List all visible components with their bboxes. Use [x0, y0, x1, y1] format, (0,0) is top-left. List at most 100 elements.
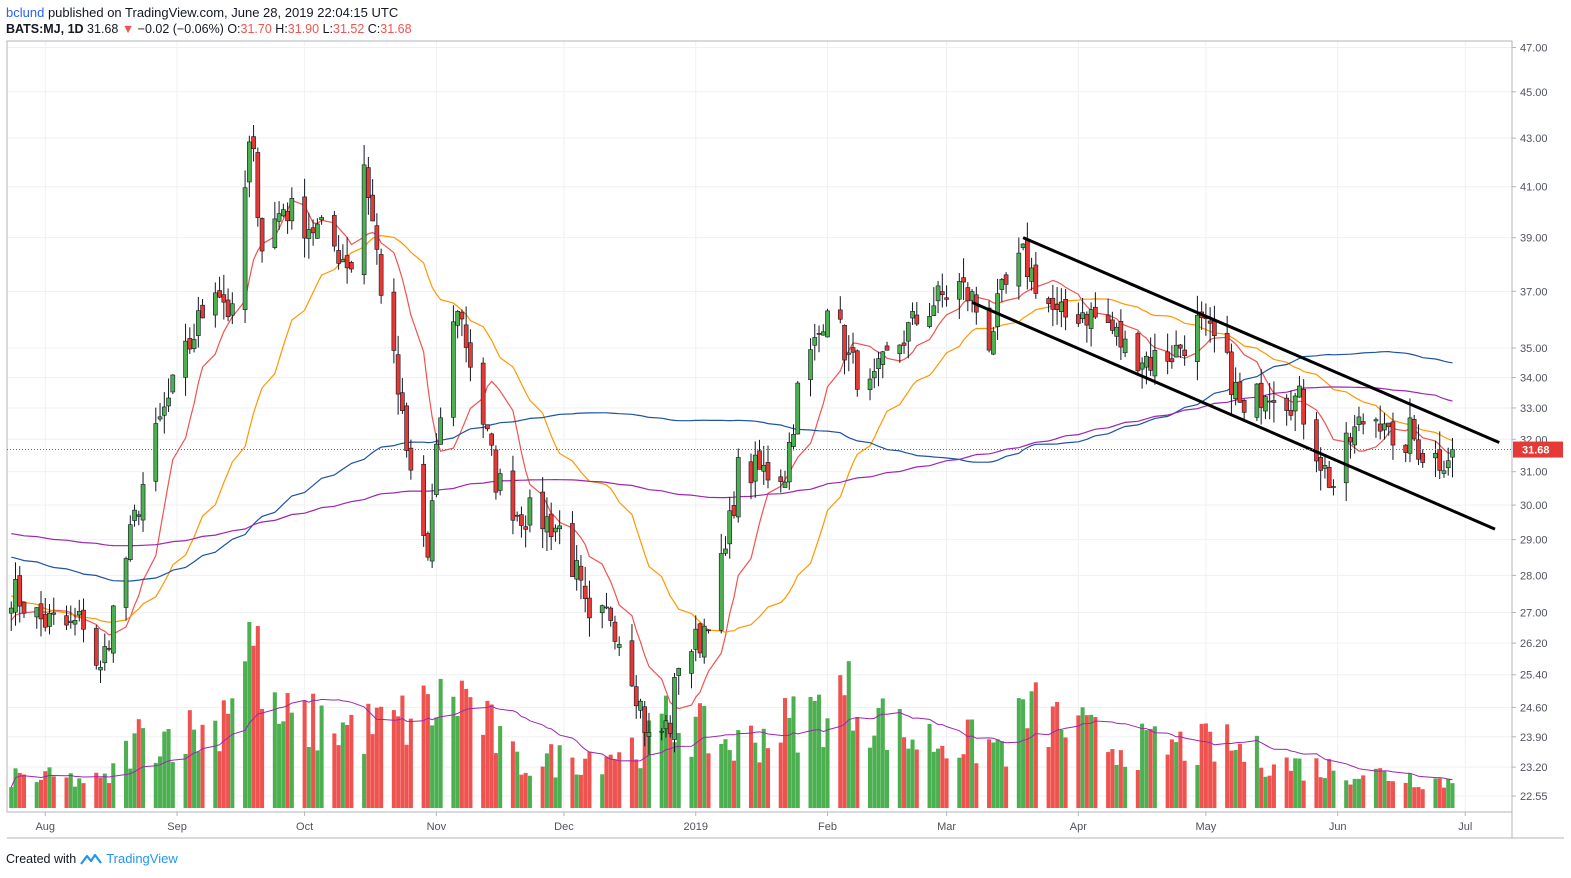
volume-bar: [1288, 770, 1293, 808]
volume-bar: [247, 621, 252, 808]
volume-bar: [1195, 764, 1200, 808]
candle-body: [259, 218, 265, 252]
volume-bar: [1178, 731, 1183, 808]
price-axis[interactable]: 47.00 45.00 43.00 41.00 39.00 37.00 35.00 34.00…: [1512, 42, 1548, 803]
volume-bar: [1263, 776, 1268, 808]
y-tick-label: 34.00: [1520, 373, 1548, 385]
candle-body: [791, 434, 796, 447]
candle-body: [489, 433, 494, 446]
candle-body: [212, 292, 218, 316]
volume-bar: [192, 729, 197, 808]
volume-bar: [136, 719, 141, 808]
volume-bar: [663, 695, 668, 808]
candle-body: [510, 470, 516, 521]
candle-body: [871, 371, 877, 379]
volume-bar: [1352, 778, 1357, 808]
channel-trendline[interactable]: [971, 301, 1496, 531]
candle-body: [98, 667, 103, 671]
candle-body: [1373, 419, 1379, 422]
candle-body: [1441, 470, 1447, 474]
volume-bar: [226, 713, 231, 808]
ma-line-purple: [11, 386, 1453, 547]
volume-bar: [1407, 773, 1412, 808]
volume-bar: [285, 693, 290, 808]
volume-bar: [787, 717, 792, 808]
candle-body: [1233, 381, 1238, 400]
candle-body: [434, 443, 439, 495]
volume-bar: [493, 753, 498, 808]
candle-body: [361, 164, 367, 275]
tradingview-brand-link[interactable]: TradingView: [106, 851, 178, 866]
volume-bar: [617, 752, 622, 808]
candle-body: [1046, 298, 1051, 304]
channel-trendline[interactable]: [1022, 236, 1500, 444]
footer: Created with TradingView: [6, 851, 178, 866]
candle-body: [1267, 400, 1272, 403]
candle-body: [914, 314, 920, 325]
candle-body: [1080, 312, 1085, 320]
candle-body: [187, 338, 193, 350]
volume-bar: [132, 733, 137, 808]
candle-body: [1352, 426, 1358, 446]
volume-bar: [812, 700, 817, 808]
volume-bar: [1033, 682, 1038, 808]
candle-body: [157, 416, 163, 420]
candle-body: [1212, 320, 1217, 337]
candle-body: [1377, 423, 1383, 432]
volume-bar: [111, 763, 116, 808]
x-tick-label: May: [1196, 821, 1217, 833]
x-tick-label: Sep: [167, 821, 187, 833]
candle-body: [608, 607, 614, 621]
volume-bar: [481, 734, 486, 808]
volume-bar: [213, 720, 218, 808]
trendlines[interactable]: [971, 236, 1500, 531]
volume-bar: [1373, 768, 1378, 808]
volume-bar: [1093, 717, 1098, 808]
close-value: 31.68: [380, 22, 412, 36]
candle-body: [255, 152, 261, 218]
volume-bar: [221, 700, 226, 808]
volume-bar: [107, 783, 112, 808]
candle-body: [540, 491, 545, 530]
candle-body: [1386, 422, 1392, 428]
candle-body: [200, 304, 205, 319]
volume-bar: [128, 768, 133, 808]
candle-body: [93, 628, 99, 666]
candle-body: [727, 510, 733, 545]
candle-body: [285, 210, 290, 222]
candle-body: [1110, 319, 1115, 331]
volume-bar: [634, 759, 639, 808]
candle-body: [42, 614, 48, 628]
candle-body: [757, 450, 762, 470]
volume-bar: [200, 724, 205, 808]
volume-bar: [578, 774, 583, 808]
volume-bar: [1356, 778, 1361, 808]
candle-body: [1118, 321, 1124, 348]
candle-body: [693, 628, 699, 650]
candle-body: [1284, 397, 1289, 411]
author-link[interactable]: bclund: [6, 5, 45, 20]
candle-body: [931, 305, 937, 316]
volume-bar: [34, 782, 39, 808]
volume-bar: [1225, 724, 1230, 808]
volume-bar: [931, 751, 936, 808]
candle-body: [191, 339, 197, 349]
candle-body: [612, 621, 618, 642]
candle-body: [1084, 313, 1090, 326]
volume-bar: [1293, 758, 1298, 808]
volume-bars: [9, 621, 1455, 808]
volume-bar: [570, 757, 575, 808]
volume-bar: [81, 783, 86, 808]
volume-bar: [987, 739, 992, 808]
volume-bar: [668, 727, 673, 808]
volume-bar: [1080, 707, 1085, 808]
x-tick-label: 2019: [683, 821, 707, 833]
candle-body: [17, 575, 23, 607]
volume-bar: [1297, 758, 1302, 808]
price-change: −0.02 (−0.06%): [137, 22, 224, 36]
candle-body: [21, 601, 27, 614]
time-axis[interactable]: Aug Sep Oct Nov Dec 2019 Feb Mar Apr May Jun Jul: [35, 812, 1472, 833]
candle-body: [247, 141, 252, 183]
volume-bar: [523, 772, 528, 808]
